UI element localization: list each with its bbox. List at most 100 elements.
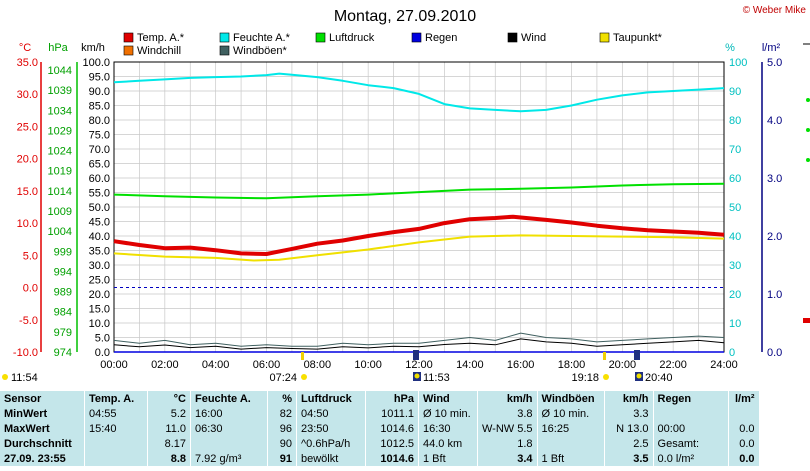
time-tick-label: 22:00 [659,359,687,371]
cell: 1011.1 [365,406,419,421]
edge-dot [806,98,810,102]
wind-tick-label: 40.0 [89,231,110,243]
sun-tick [301,352,304,360]
moon-tick [413,350,419,360]
wind-tick-label: 90.0 [89,86,110,98]
legend-swatch [411,32,422,43]
edge-dot [806,128,810,132]
cell: ^0.6hPa/h [296,436,366,451]
cell [653,406,729,421]
wind-tick-label: 45.0 [89,217,110,229]
legend: Temp. A.* Feuchte A.* Luftdruck Regen Wind Ta… [123,32,663,57]
axis-unit-humidity: % [725,42,735,54]
wind-tick-label: 95.0 [89,72,110,84]
summary-row-min: MinWert 04:55 5.2 16:00 82 04:50 1011.1 … [0,406,760,421]
cell [728,406,760,421]
axis-unit-rain: l/m² [762,42,781,54]
cell: 0.0 [728,421,760,436]
moon-marker-label: 11:53 [423,372,450,384]
cell: Ø 10 min. [537,406,605,421]
cell: W-NW 5.5 [477,421,538,436]
cell: 16:25 [537,421,605,436]
cell: Ø 10 min. [418,406,478,421]
cell: 1 Bft [418,451,478,466]
wind-tick-label: 75.0 [89,130,110,142]
cell: 16:30 [418,421,478,436]
series-line-temp-a [113,214,725,256]
time-tick-label: 08:00 [304,359,332,371]
cell: Gesamt: [653,436,729,451]
pressure-tick-label: 1019 [48,166,72,178]
cell: 06:30 [190,421,268,436]
cell: 7.92 g/m³ [190,451,268,466]
legend-label: Regen [425,32,457,44]
humidity-tick-label: 100 [729,57,747,69]
pressure-tick-label: 974 [54,347,72,359]
cell [537,436,605,451]
edge-dot [806,158,810,162]
cell: 0.0 [728,436,760,451]
humidity-tick-label: 40 [729,231,741,243]
cell: 00:00 [653,421,729,436]
cell: Durchschnitt [0,436,85,451]
temp-tick-label: 15.0 [17,186,38,198]
temp-tick-label: 0.0 [23,283,38,295]
cell: 0.0 l/m² [653,451,729,466]
wind-tick-label: 65.0 [89,159,110,171]
humidity-tick-label: 90 [729,86,741,98]
moon-icon-disc [414,373,420,379]
cell: 0.0 [728,451,760,466]
wind-tick-label: 30.0 [89,260,110,272]
series-line-windb-en [113,332,725,347]
legend-label: Feuchte A.* [233,32,291,44]
cell: 27.09. 23:55 [0,451,85,466]
event-markers: 11:54 07:24 11:53 19:18 20:40 [2,350,673,384]
humidity-tick-label: 20 [729,289,741,301]
legend-swatch [219,45,230,56]
header-sensor: Sensor [0,391,85,406]
cell: N 13.0 [604,421,654,436]
header-wind: Wind [418,391,478,406]
header-temp: Temp. A. [84,391,148,406]
cell: 04:50 [296,406,366,421]
cell: 1014.6 [365,451,419,466]
header-pressure-unit: hPa [365,391,419,406]
legend-label: Luftdruck [329,32,375,44]
cell [84,451,148,466]
time-tick-label: 18:00 [558,359,586,371]
time-tick-label: 24:00 [710,359,738,371]
cell [84,436,148,451]
copyright: © Weber Mike [743,5,807,16]
pressure-tick-label: 994 [54,266,72,278]
header-humidity: Feuchte A. [190,391,268,406]
pressure-tick-label: 1004 [48,226,72,238]
cell: 1012.5 [365,436,419,451]
sun-icon [2,374,8,380]
cell: 15:40 [84,421,148,436]
rain-tick-label: 0.0 [767,347,782,359]
edge-bar [803,318,810,323]
pressure-tick-label: 984 [54,307,72,319]
summary-table: Sensor Temp. A. °C Feuchte A. % Luftdruc… [0,391,760,466]
sunrise-marker-label: 11:54 [11,372,38,384]
humidity-tick-label: 30 [729,260,741,272]
summary-row-current: 27.09. 23:55 8.8 7.92 g/m³ 91 bewölkt 10… [0,451,760,466]
cell: 16:00 [190,406,268,421]
header-gusts: Windböen [537,391,605,406]
pressure-tick-label: 1039 [48,85,72,97]
wind-tick-label: 60.0 [89,173,110,185]
moon-marker-label: 20:40 [645,372,673,384]
cell: 3.3 [604,406,654,421]
summary-row-average: Durchschnitt 8.17 90 ^0.6hPa/h 1012.5 44… [0,436,760,451]
cell: 5.2 [147,406,191,421]
legend-label: Windböen* [233,45,288,57]
rain-tick-label: 3.0 [767,173,782,185]
wind-tick-label: 25.0 [89,275,110,287]
cell: 3.8 [477,406,538,421]
temp-tick-label: -5.0 [19,315,38,327]
humidity-tick-label: 60 [729,173,741,185]
pressure-tick-label: 979 [54,327,72,339]
legend-label: Taupunkt* [613,32,663,44]
sun-marker-label: 07:24 [269,372,297,384]
cell: 90 [267,436,297,451]
